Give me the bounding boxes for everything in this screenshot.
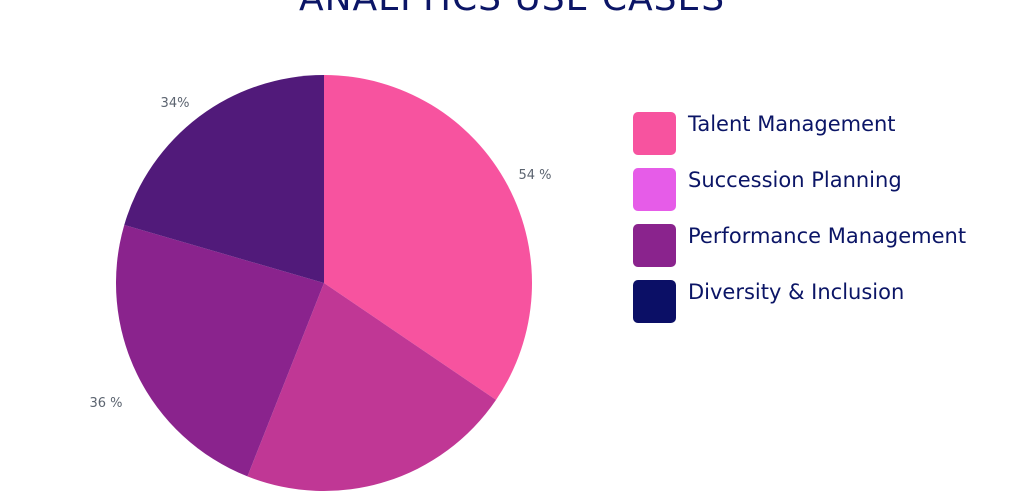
legend-swatch: [633, 112, 676, 155]
slice-data-label: 54 %: [518, 168, 551, 183]
slice-data-label: 34%: [161, 96, 190, 111]
legend-label: Talent Management: [688, 112, 896, 136]
legend-swatch: [633, 280, 676, 323]
legend-label: Diversity & Inclusion: [688, 280, 904, 304]
legend-swatch: [633, 224, 676, 267]
legend-label: Succession Planning: [688, 168, 902, 192]
legend-label: Performance Management: [688, 224, 966, 248]
legend-swatch: [633, 168, 676, 211]
slice-data-label: 36 %: [89, 396, 122, 411]
